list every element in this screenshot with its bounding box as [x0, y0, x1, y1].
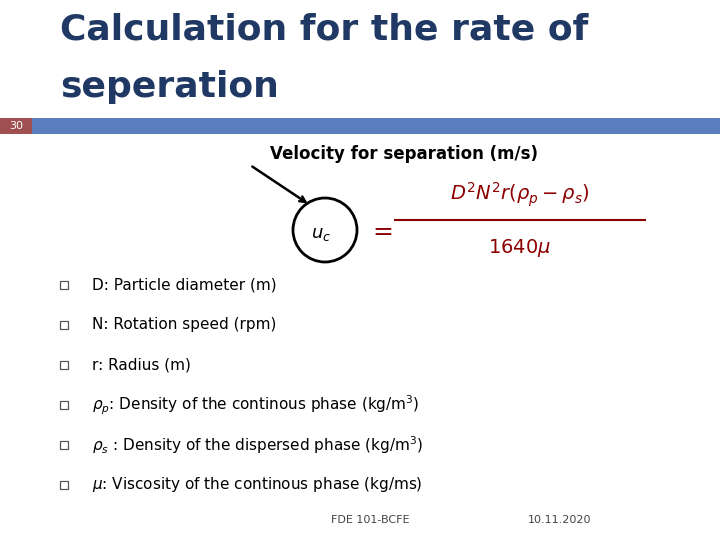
Bar: [60, 481, 68, 489]
Bar: [60, 441, 68, 449]
Text: $\rho_p$: Density of the continous phase (kg/m$^3$): $\rho_p$: Density of the continous phase…: [92, 393, 420, 417]
Bar: [60, 321, 68, 329]
Text: N: Rotation speed (rpm): N: Rotation speed (rpm): [92, 318, 276, 333]
Text: r: Radius (m): r: Radius (m): [92, 357, 191, 373]
Bar: [60, 401, 68, 409]
Text: $=$: $=$: [368, 218, 393, 242]
Bar: [60, 281, 68, 289]
Text: Calculation for the rate of: Calculation for the rate of: [60, 12, 588, 46]
Text: D: Particle diameter (m): D: Particle diameter (m): [92, 278, 276, 293]
Text: Velocity for separation (m/s): Velocity for separation (m/s): [270, 145, 538, 163]
Text: $D^2N^2r(\rho_p - \rho_s)$: $D^2N^2r(\rho_p - \rho_s)$: [450, 181, 590, 209]
Text: seperation: seperation: [60, 70, 279, 104]
Bar: [0, 118, 32, 134]
Text: FDE 101-BCFE: FDE 101-BCFE: [330, 515, 409, 525]
Text: $1640\mu$: $1640\mu$: [488, 237, 552, 259]
Text: $\mu$: Viscosity of the continous phase (kg/ms): $\mu$: Viscosity of the continous phase …: [92, 476, 423, 495]
Text: 30: 30: [9, 121, 23, 131]
Bar: [0, 118, 720, 134]
Bar: [60, 361, 68, 369]
Text: 10.11.2020: 10.11.2020: [528, 515, 592, 525]
Text: $\rho_s$ : Density of the dispersed phase (kg/m$^3$): $\rho_s$ : Density of the dispersed phas…: [92, 434, 423, 456]
Text: $u_c$: $u_c$: [311, 225, 331, 243]
